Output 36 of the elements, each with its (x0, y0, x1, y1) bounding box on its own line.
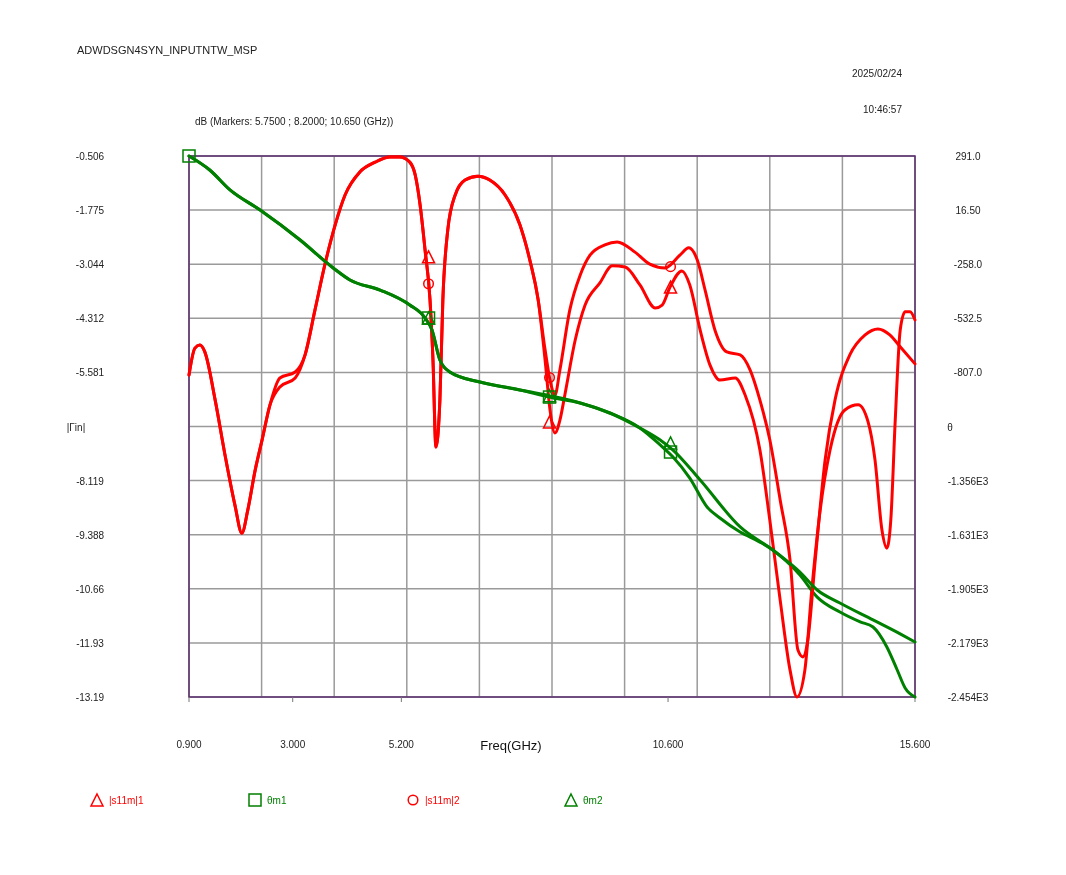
y-tick-label: -5.581 (75, 367, 105, 379)
text: 10:46:57 (863, 104, 903, 115)
y-tick-label: -10.66 (75, 584, 105, 596)
x-tick-label: 0.900 (176, 739, 202, 750)
chart-title: ADWDSGN4SYN_INPUTNTW_MSP (77, 44, 258, 56)
y2-axis-title: θ (947, 421, 954, 433)
y-tick-label: -4.312 (75, 313, 105, 325)
text: 2025/02/24 (851, 68, 903, 79)
y-tick-label: -0.506 (75, 151, 105, 162)
x-tick-label: 5.200 (388, 739, 415, 750)
y2-tick-label: -807.0 (953, 367, 983, 379)
y2-tick-label: -1.356E3 (947, 475, 989, 487)
y2-tick-label: -1.905E3 (947, 583, 989, 595)
chart-subtitle: dB (Markers: 5.7500 ; 8.2000; 10.650 (GHz)) (195, 116, 394, 127)
y2-tick-label: -258.0 (953, 259, 983, 271)
legend-label: |s11m|1 (109, 795, 144, 806)
y2-tick-label: -532.5 (953, 313, 983, 325)
legend-label: |s11m|2 (425, 795, 460, 806)
y2-tick-label: -1.631E3 (947, 529, 989, 541)
y2-tick-label: 16.50 (955, 205, 981, 217)
y-tick-label: -8.119 (76, 475, 105, 487)
y-axis-title: |Γin| (66, 421, 86, 433)
legend-label: θm1 (267, 795, 287, 806)
y2-tick-label: -2.179E3 (947, 637, 989, 649)
x-tick-label: 3.000 (280, 739, 306, 750)
y-tick-label: -3.044 (75, 259, 105, 271)
y2-tick-label: -2.454E3 (947, 692, 989, 703)
x-axis-title: Freq(GHz) (480, 738, 542, 753)
y-tick-label: -9.388 (75, 529, 105, 541)
y-tick-label: -11.93 (76, 638, 105, 650)
y-tick-label: -13.19 (75, 692, 105, 703)
y2-tick-label: 291.0 (955, 151, 981, 162)
y-tick-label: -1.775 (75, 205, 105, 217)
x-tick-label: 10.600 (652, 739, 684, 750)
legend-label: θm2 (583, 795, 603, 806)
x-tick-label: 15.600 (899, 739, 931, 750)
